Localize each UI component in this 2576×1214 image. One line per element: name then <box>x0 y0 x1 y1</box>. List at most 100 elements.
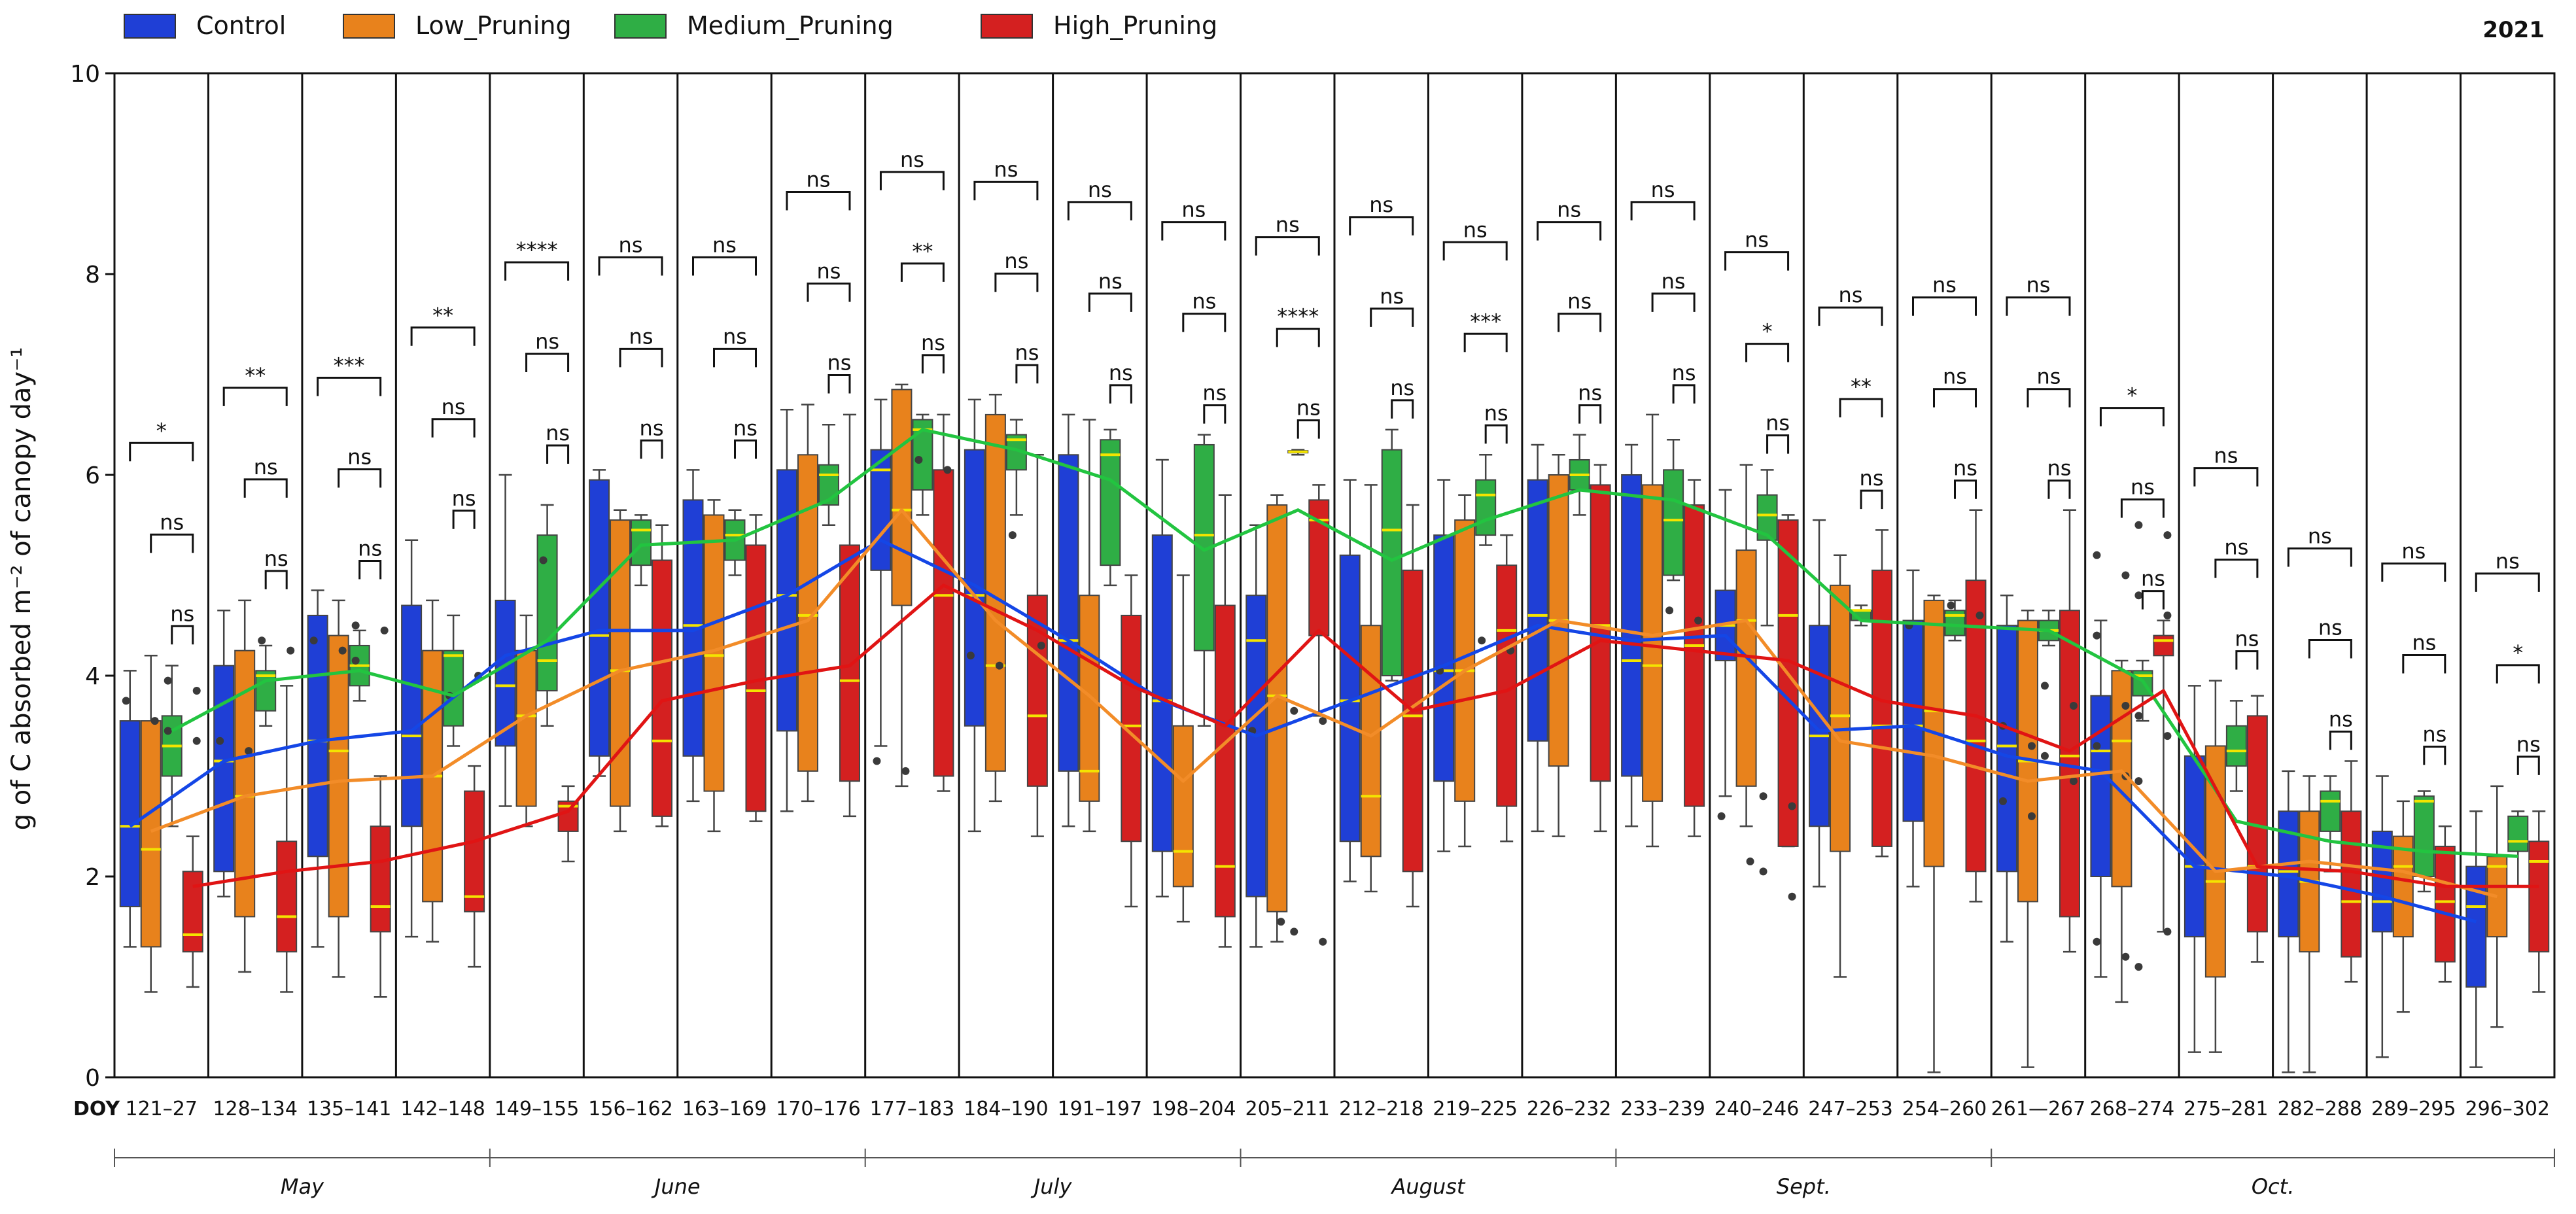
x-tick-label: 275–281 <box>2184 1098 2269 1120</box>
significance-label: ns <box>1932 273 1957 298</box>
significance-bracket <box>150 533 194 553</box>
outlier-point <box>1290 928 1298 936</box>
significance-bracket <box>525 353 570 372</box>
outlier-point <box>164 676 172 685</box>
box-body <box>2341 810 2362 958</box>
significance-bracket <box>1349 216 1414 235</box>
significance-label: ns <box>2235 627 2259 651</box>
significance-bracket <box>2402 654 2446 674</box>
significance-bracket <box>879 171 945 190</box>
box-body <box>276 841 298 953</box>
significance-bracket <box>1651 292 1696 312</box>
box-body <box>1245 595 1267 897</box>
box-control <box>1996 594 2017 943</box>
box-medium-pruning <box>349 629 370 702</box>
box-control <box>1151 459 1173 897</box>
outlier-point <box>150 717 159 725</box>
significance-bracket <box>1182 313 1227 332</box>
legend-swatch <box>124 14 176 39</box>
outlier-point <box>1290 706 1298 715</box>
x-tick-label: 296–302 <box>2465 1098 2550 1120</box>
legend: Control Low_Pruning Medium_Pruning High_Pru… <box>124 11 1217 40</box>
box-control <box>2465 810 2487 1068</box>
significance-bracket <box>129 442 194 462</box>
year-label: 2021 <box>2482 17 2545 43</box>
significance-label: ns <box>2047 456 2071 481</box>
significance-label: ns <box>629 324 653 349</box>
box-body <box>610 519 631 807</box>
outlier-point <box>1478 636 1486 645</box>
box-body <box>401 604 423 827</box>
box-body <box>1642 484 1663 802</box>
significance-label: ns <box>2224 535 2248 560</box>
y-tick-label: 8 <box>85 262 100 288</box>
significance-bracket <box>1109 384 1132 404</box>
significance-label: ns <box>1943 364 1967 389</box>
significance-label: ns <box>2308 523 2332 548</box>
significance-bracket <box>1463 332 1508 353</box>
significance-bracket <box>1860 489 1883 510</box>
box-low-pruning <box>2017 609 2038 1068</box>
box-low-pruning <box>891 383 913 788</box>
outlier-point <box>164 727 172 735</box>
significance-bracket <box>1067 201 1132 220</box>
significance-label: ns <box>1662 269 1686 294</box>
box-medium-pruning <box>724 509 746 576</box>
x-tick-label: 240–246 <box>1714 1098 1800 1120</box>
box-high-pruning <box>1402 504 1423 908</box>
outlier-point <box>2134 591 2143 600</box>
legend-swatch <box>614 14 667 39</box>
box-low-pruning <box>1266 494 1288 943</box>
significance-label: ns <box>264 546 288 571</box>
box-high-pruning <box>182 835 203 988</box>
significance-label: ns <box>994 157 1018 182</box>
mean-line-low-pruning <box>150 508 2498 899</box>
outlier-point <box>1976 611 1984 619</box>
outlier-point <box>216 737 224 745</box>
significance-label: ns <box>712 232 737 257</box>
x-tick-label: 149–155 <box>495 1098 580 1120</box>
box-body <box>2434 845 2456 963</box>
box-low-pruning <box>1923 594 1945 1073</box>
box-low-pruning <box>140 655 162 993</box>
significance-bracket <box>1933 388 1977 408</box>
outlier-point <box>2163 531 2172 540</box>
box-high-pruning <box>2153 619 2174 933</box>
significance-label: ns <box>2329 706 2353 731</box>
box-body <box>2528 841 2550 953</box>
outlier-point <box>2163 928 2172 936</box>
box-body <box>1684 504 1705 807</box>
significance-bracket <box>807 283 851 302</box>
significance-bracket <box>713 347 757 368</box>
significance-bracket <box>504 261 570 281</box>
outlier-point <box>873 757 881 765</box>
box-medium-pruning <box>818 424 839 526</box>
box-high-pruning <box>2434 825 2456 983</box>
significance-label: ns <box>1109 360 1133 385</box>
significance-bracket <box>994 272 1039 292</box>
x-tick-label: 254–260 <box>1902 1098 1987 1120</box>
box-body <box>1830 584 1851 852</box>
significance-label: * <box>2127 383 2137 408</box>
box-control <box>119 670 141 948</box>
x-tick-label: 191–197 <box>1058 1098 1143 1120</box>
box-control <box>1527 443 1548 833</box>
significance-label: ns <box>1953 456 1977 481</box>
significance-label: ns <box>1860 466 1884 491</box>
x-tick-label: 261—267 <box>1991 1098 2086 1120</box>
significance-label: ns <box>816 259 841 284</box>
outlier-point <box>2121 952 2130 961</box>
y-tick-label: 2 <box>85 864 100 891</box>
box-body <box>1965 580 1987 873</box>
significance-bracket <box>1724 251 1790 271</box>
significance-bracket <box>1954 479 1977 499</box>
significance-bracket <box>973 181 1039 201</box>
outlier-point <box>1319 717 1327 725</box>
significance-bracket <box>546 444 570 464</box>
box-medium-pruning <box>1005 419 1027 516</box>
significance-label: ns <box>1276 213 1300 237</box>
significance-label: ns <box>1088 177 1112 202</box>
box-body <box>1058 454 1079 772</box>
month-label: May <box>281 1174 324 1199</box>
box-medium-pruning <box>2320 775 2341 873</box>
